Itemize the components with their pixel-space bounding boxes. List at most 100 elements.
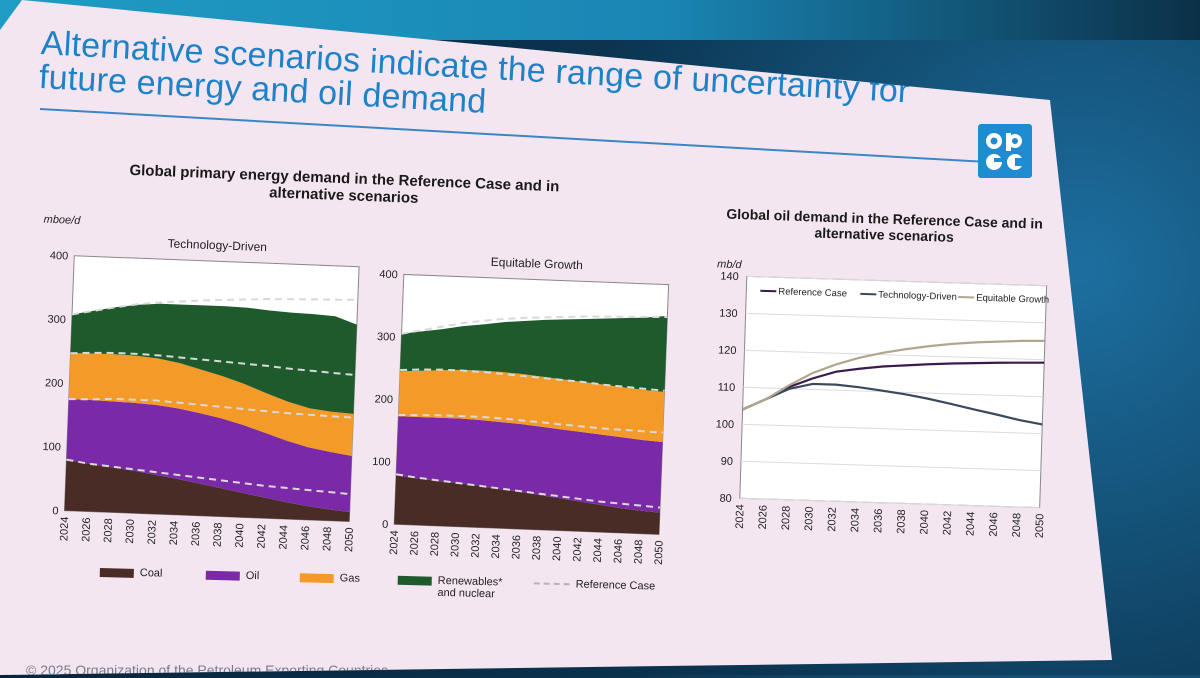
legend-reference: Reference Case — [533, 577, 656, 593]
oil-x-tick-label-10: 2044 — [965, 511, 978, 536]
energy-chart-svg: 0 100 200 300 400 2024 2026 2028 2030 2032 2034 203… — [42, 214, 670, 565]
legend-gas-swatch — [299, 573, 334, 584]
oil-y-tick-label-5: 130 — [719, 308, 738, 321]
legend-renewables-line2: and nuclear — [437, 586, 496, 601]
reference-line-1-0 — [395, 473, 661, 509]
legend-renewables-label: Renewables* and nuclear — [437, 575, 502, 601]
oil-legend-label-reference: Reference Case — [778, 286, 847, 299]
oil-x-tick-label-8: 2040 — [918, 510, 931, 535]
x-tick-label-0-3: 2030 — [124, 519, 137, 544]
area-gas-1 — [398, 369, 665, 442]
area-oil-1 — [396, 416, 663, 513]
x-tick-label-1-8: 2040 — [551, 536, 564, 561]
area-gas-0 — [68, 353, 354, 456]
x-tick-label-0-4: 2032 — [146, 520, 159, 545]
y-tick-label-0-1: 100 — [42, 441, 61, 454]
energy-y-unit: mboe/d — [43, 214, 81, 227]
y-tick-label-0-0: 0 — [52, 505, 59, 517]
y-tick-label-0-3: 300 — [47, 314, 66, 327]
oil-y-tick-label-6: 140 — [720, 271, 739, 284]
x-tick-label-0-1: 2026 — [80, 517, 93, 542]
x-tick-label-0-2: 2028 — [102, 518, 115, 543]
oil-x-tick-label-4: 2032 — [826, 507, 839, 532]
reference-line-1-3 — [401, 315, 668, 335]
reference-line-1-1 — [398, 413, 663, 434]
oil-gridline-4 — [744, 349, 1045, 361]
x-tick-label-0-11: 2046 — [299, 526, 312, 551]
panel-title-0: Technology-Driven — [167, 236, 267, 254]
x-tick-label-0-9: 2042 — [255, 524, 268, 549]
oil-x-tick-label-0: 2024 — [734, 504, 747, 529]
footer: © 2025 Organization of the Petroleum Exp… — [26, 662, 389, 678]
x-tick-label-1-12: 2048 — [632, 539, 645, 564]
x-tick-label-1-10: 2044 — [592, 538, 605, 563]
x-tick-label-0-7: 2038 — [212, 522, 225, 547]
x-tick-label-0-12: 2048 — [321, 526, 334, 551]
oil-chart-title: Global oil demand in the Reference Case … — [726, 205, 1044, 245]
panel-title-1: Equitable Growth — [491, 255, 584, 273]
legend: Coal Oil Gas Renewables* and nuclear Ref… — [99, 566, 700, 622]
x-tick-label-1-0: 2024 — [388, 530, 401, 555]
y-tick-label-1-0: 0 — [382, 519, 389, 531]
legend-coal-label: Coal — [139, 567, 163, 580]
oil-gridline-1 — [740, 460, 1041, 472]
oil-legend-label-technology: Technology-Driven — [878, 289, 957, 302]
oil-legend-label-equitable: Equitable Growth — [976, 293, 1049, 306]
x-tick-label-1-6: 2036 — [510, 535, 523, 560]
oil-line-equitable — [742, 339, 1045, 411]
y-tick-label-1-2: 200 — [374, 393, 393, 406]
oil-x-tick-label-13: 2050 — [1034, 514, 1047, 539]
slide-title: Alternative scenarios indicate the range… — [38, 24, 911, 121]
oil-x-tick-label-2: 2028 — [780, 506, 793, 531]
area-coal-0 — [64, 459, 350, 522]
oil-gridline-6 — [746, 275, 1047, 287]
legend-reference-label: Reference Case — [575, 578, 656, 593]
legend-coal-swatch — [99, 567, 134, 578]
oil-line-reference — [742, 361, 1045, 411]
x-tick-label-0-8: 2040 — [234, 523, 247, 548]
legend-oil-swatch — [205, 570, 240, 581]
y-tick-label-0-4: 400 — [50, 250, 69, 263]
oil-x-tick-label-11: 2046 — [988, 512, 1001, 537]
x-tick-label-0-13: 2050 — [343, 527, 356, 552]
legend-reference-dash — [533, 582, 570, 586]
oil-y-tick-label-0: 80 — [719, 493, 732, 505]
x-tick-label-1-4: 2032 — [470, 533, 483, 558]
oil-x-tick-label-7: 2038 — [895, 509, 908, 534]
area-oil-0 — [66, 399, 352, 512]
y-tick-label-1-1: 100 — [372, 456, 391, 469]
legend-coal: Coal — [99, 566, 163, 580]
y-tick-label-1-3: 300 — [377, 331, 396, 344]
y-tick-label-0-2: 200 — [45, 377, 64, 390]
oil-legend-swatch-equitable — [958, 296, 975, 299]
x-tick-label-1-7: 2038 — [531, 536, 544, 561]
x-tick-label-1-3: 2030 — [449, 532, 462, 557]
x-tick-label-0-10: 2044 — [277, 525, 290, 550]
legend-renewables: Renewables* and nuclear — [397, 574, 503, 601]
x-tick-label-1-13: 2050 — [653, 540, 666, 565]
oil-x-tick-label-3: 2030 — [803, 506, 816, 531]
oil-legend-swatch-reference — [760, 289, 777, 293]
legend-oil: Oil — [205, 569, 260, 583]
x-tick-label-1-1: 2026 — [408, 531, 421, 556]
oil-gridline-0 — [739, 497, 1040, 509]
oil-y-tick-label-3: 110 — [718, 381, 736, 394]
legend-renewables-swatch — [397, 575, 432, 586]
x-tick-label-0-0: 2024 — [58, 516, 71, 541]
opec-logo-icon — [986, 133, 1025, 170]
oil-x-tick-label-9: 2042 — [941, 511, 954, 536]
oil-gridline-5 — [745, 312, 1046, 324]
opec-logo — [978, 124, 1032, 178]
oil-x-tick-label-12: 2048 — [1011, 513, 1024, 538]
legend-gas: Gas — [299, 571, 361, 585]
y-tick-label-1-4: 400 — [379, 269, 398, 282]
x-tick-label-0-5: 2034 — [168, 521, 181, 546]
oil-legend-swatch-technology — [860, 292, 877, 296]
legend-gas-label: Gas — [339, 572, 361, 585]
reference-line-1-2 — [400, 368, 665, 392]
legend-oil-label: Oil — [245, 569, 260, 583]
page-number: 9 — [1060, 660, 1068, 676]
energy-chart-title: Global primary energy demand in the Refe… — [129, 161, 560, 207]
oil-line-technology — [742, 382, 1043, 426]
